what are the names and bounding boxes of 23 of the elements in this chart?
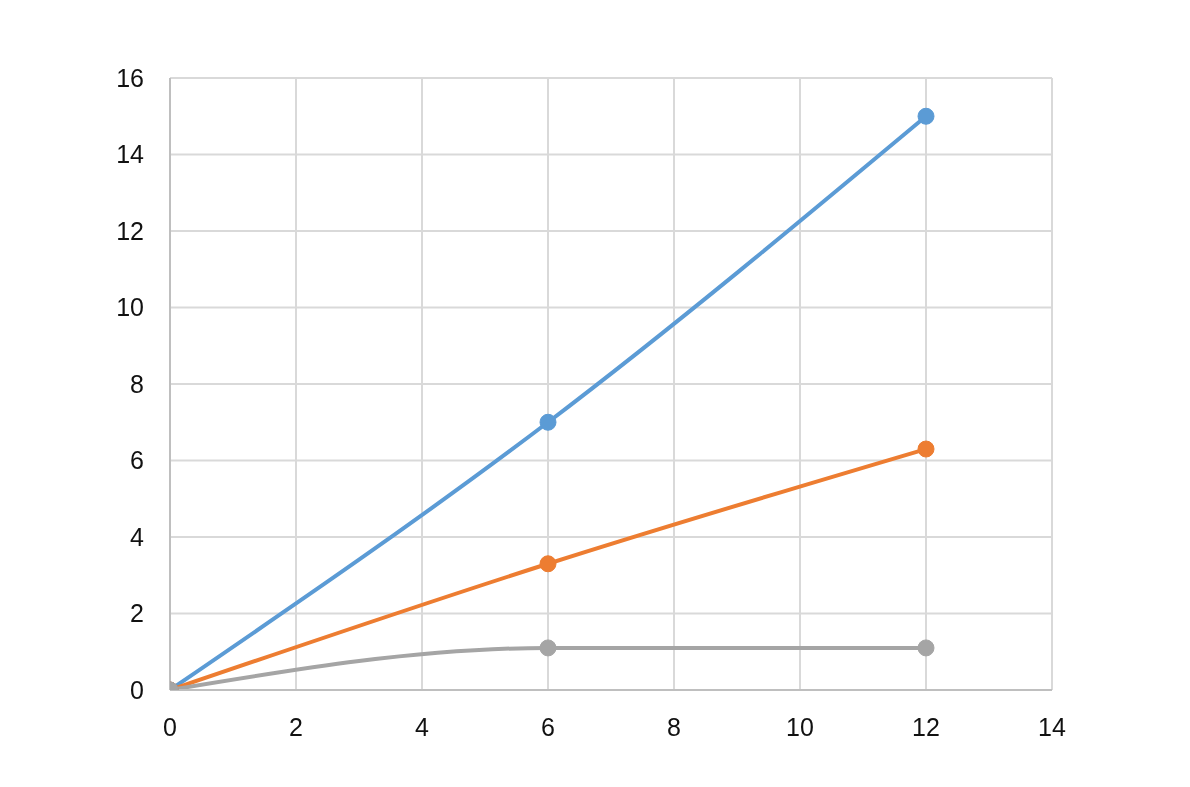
y-tick-label: 10	[116, 293, 144, 322]
point	[917, 107, 935, 125]
x-tick-label: 14	[1038, 712, 1066, 741]
x-tick-label: 2	[289, 712, 303, 741]
point	[917, 639, 935, 657]
point	[539, 555, 557, 573]
y-tick-label: 0	[130, 675, 144, 704]
y-tick-label: 2	[130, 599, 144, 628]
y-tick-label: 16	[116, 63, 144, 92]
x-tick-label: 12	[912, 712, 940, 741]
y-tick-label: 4	[130, 522, 145, 551]
x-tick-label: 10	[786, 712, 814, 741]
y-tick-label: 14	[116, 140, 145, 169]
y-tick-label: 8	[130, 369, 144, 398]
x-tick-label: 8	[667, 712, 681, 741]
y-tick-label: 6	[130, 446, 144, 475]
point	[539, 413, 557, 431]
y-tick-label: 12	[116, 216, 144, 245]
x-tick-label: 6	[541, 712, 555, 741]
x-tick-label: 0	[163, 712, 177, 741]
point	[539, 639, 557, 657]
point	[917, 440, 935, 458]
x-tick-label: 4	[415, 712, 430, 741]
